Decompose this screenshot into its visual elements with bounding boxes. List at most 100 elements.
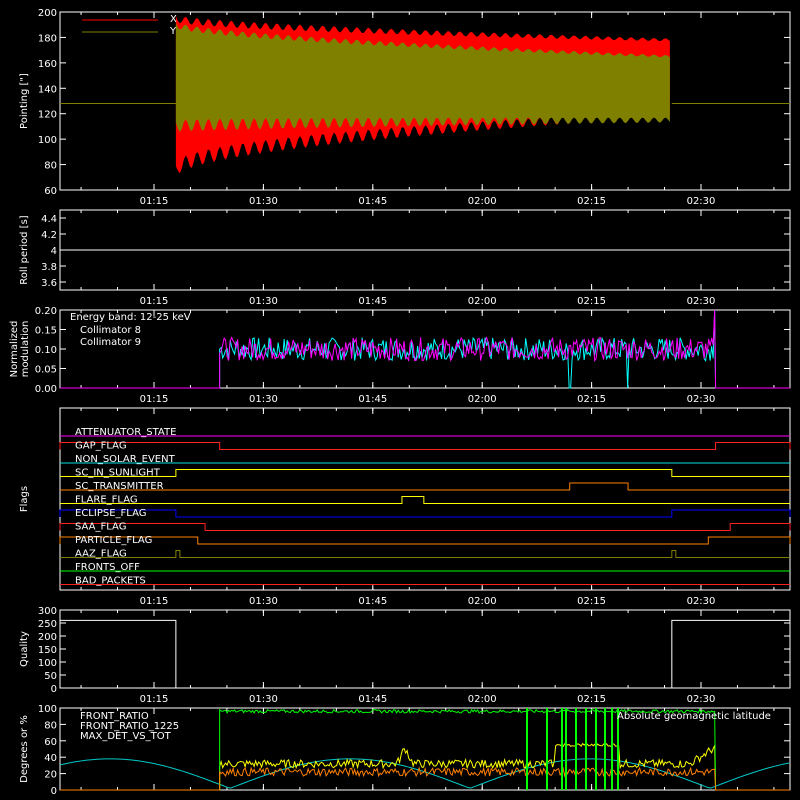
flag-label: FLARE_FLAG	[75, 495, 138, 506]
flag-line	[59, 509, 791, 518]
flag-line	[60, 550, 790, 558]
x-tick-label: 01:30	[249, 394, 278, 405]
y-tick-label: 200	[38, 632, 57, 643]
y-tick-label: 4	[51, 246, 57, 257]
x-tick-label: 01:45	[358, 196, 387, 207]
legend-label: Y	[169, 26, 177, 37]
x-tick-label: 02:00	[468, 596, 497, 607]
flag-label: PARTICLE_FLAG	[75, 535, 152, 546]
flag-line	[59, 523, 791, 531]
y-tick-label: 0.15	[35, 326, 57, 337]
x-tick-label: 02:00	[468, 196, 497, 207]
y-tick-label: 100	[38, 658, 57, 669]
modulation-line-9	[60, 309, 790, 389]
x-tick-label: 02:30	[687, 596, 716, 607]
energy-band-annotation: Energy band: 12-25 keV	[70, 312, 191, 323]
y-axis-label: Quality	[19, 631, 30, 667]
y-tick-label: 0	[51, 786, 57, 797]
x-tick-label: 01:15	[140, 694, 169, 705]
x-tick-label: 02:30	[687, 296, 716, 307]
legend-label: Collimator 8	[80, 325, 141, 336]
degrees-line	[60, 765, 790, 791]
x-tick-label: 02:30	[687, 694, 716, 705]
flag-label: SAA_FLAG	[75, 522, 126, 533]
flag-line	[60, 482, 790, 491]
y-tick-label: 0.00	[35, 384, 57, 395]
degrees-line	[60, 742, 790, 791]
y-tick-label: 40	[44, 753, 57, 764]
x-tick-label: 02:15	[577, 394, 606, 405]
y-tick-label: 4.4	[41, 214, 57, 225]
x-tick-label: 01:30	[249, 596, 278, 607]
flag-label: ATTENUATOR_STATE	[75, 427, 176, 438]
y-tick-label: 180	[38, 33, 57, 44]
degrees-line	[60, 708, 790, 791]
x-tick-label: 02:30	[687, 196, 716, 207]
legend-label: X	[170, 14, 177, 25]
y-tick-label: 150	[38, 645, 57, 656]
x-tick-label: 01:45	[358, 596, 387, 607]
y-tick-label: 160	[38, 59, 57, 70]
pointing-band-y	[175, 22, 670, 133]
y-tick-label: 200	[38, 8, 57, 19]
y-axis-label: Normalized	[9, 321, 20, 378]
flag-line	[59, 442, 791, 450]
y-tick-label: 250	[38, 619, 57, 630]
x-tick-label: 02:00	[468, 394, 497, 405]
legend-label: FRONT_RATIO_1225	[80, 721, 179, 732]
x-tick-label: 01:15	[140, 394, 169, 405]
flag-label: NON_SOLAR_EVENT	[75, 454, 176, 465]
y-tick-label: 0.05	[35, 365, 57, 376]
x-tick-label: 02:15	[577, 296, 606, 307]
y-axis-label: Flags	[19, 486, 30, 512]
y-tick-label: 0.10	[35, 345, 57, 356]
x-tick-label: 02:30	[687, 394, 716, 405]
flag-line	[60, 496, 790, 504]
x-tick-label: 02:15	[577, 196, 606, 207]
x-tick-label: 01:15	[140, 196, 169, 207]
quality-line	[60, 619, 790, 689]
y-tick-label: 300	[38, 606, 57, 617]
y-tick-label: 3.6	[41, 278, 57, 289]
flag-line	[60, 469, 790, 477]
legend-label: MAX_DET_VS_TOT	[80, 731, 172, 742]
x-tick-label: 01:30	[249, 694, 278, 705]
y-axis-label: Pointing ["]	[19, 73, 30, 129]
y-tick-label: 20	[44, 770, 57, 781]
x-tick-label: 01:15	[140, 296, 169, 307]
panel-frame	[59, 609, 791, 689]
flag-line	[59, 536, 791, 545]
x-tick-label: 02:00	[468, 296, 497, 307]
y-tick-label: 0	[51, 684, 57, 695]
y-tick-label: 100	[38, 135, 57, 146]
flag-label: ECLIPSE_FLAG	[75, 508, 146, 519]
y-tick-label: 80	[44, 161, 57, 172]
y-tick-label: 60	[44, 737, 57, 748]
x-tick-label: 02:15	[577, 596, 606, 607]
right-axis-label: Absolute geomagnetic latitude	[617, 711, 771, 722]
y-axis-label: modulation	[20, 321, 31, 378]
y-tick-label: 100	[38, 704, 57, 715]
y-axis-label: Roll period [s]	[19, 215, 30, 284]
legend-label: Collimator 9	[80, 337, 141, 348]
y-tick-label: 140	[38, 84, 57, 95]
flag-label: BAD_PACKETS	[75, 576, 146, 587]
x-tick-label: 02:00	[468, 694, 497, 705]
x-tick-label: 01:45	[358, 694, 387, 705]
y-tick-label: 0.20	[35, 306, 57, 317]
x-tick-label: 01:45	[358, 296, 387, 307]
y-tick-label: 120	[38, 110, 57, 121]
y-tick-label: 80	[44, 720, 57, 731]
y-tick-label: 3.8	[41, 262, 57, 273]
flag-label: SC_TRANSMITTER	[75, 481, 164, 492]
y-tick-label: 60	[44, 186, 57, 197]
panel-frame	[59, 11, 791, 191]
panel-frame	[59, 407, 791, 591]
legend-label: FRONT_RATIO	[80, 711, 149, 722]
x-tick-label: 01:30	[249, 296, 278, 307]
flag-label: GAP_FLAG	[75, 441, 127, 452]
x-tick-label: 01:45	[358, 394, 387, 405]
flag-label: SC_IN_SUNLIGHT	[75, 468, 161, 479]
x-tick-label: 01:15	[140, 596, 169, 607]
